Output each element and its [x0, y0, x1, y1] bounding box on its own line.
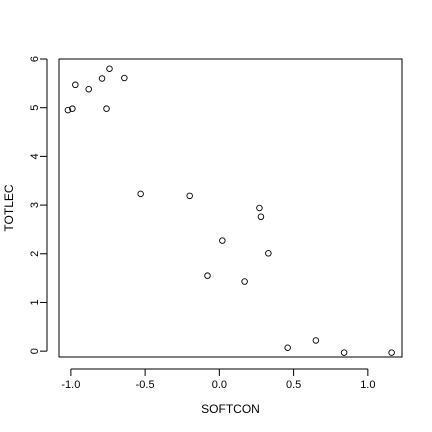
data-point: [137, 190, 144, 198]
plot-frame: [58, 58, 403, 358]
data-point: [388, 349, 395, 356]
y-tick-label: 4: [29, 153, 41, 159]
data-point: [265, 250, 272, 257]
data-point: [257, 213, 265, 221]
data-point: [219, 237, 226, 244]
data-point: [186, 192, 193, 200]
y-tick-label: 3: [29, 202, 41, 208]
data-point: [85, 85, 92, 93]
x-tick-label: 0.0: [212, 379, 227, 391]
data-point: [69, 105, 76, 112]
data-points: [64, 65, 395, 356]
x-tick-label: 0.5: [286, 379, 301, 391]
data-point: [284, 344, 291, 351]
data-point: [72, 81, 79, 89]
x-axis: -1.0 -0.5 0.0 0.5 1.0: [61, 368, 375, 391]
x-tick-label: -0.5: [136, 379, 155, 391]
data-point: [241, 278, 248, 285]
data-point: [121, 74, 128, 82]
x-axis-label: SOFTCON: [201, 402, 260, 416]
data-point: [204, 272, 211, 279]
x-tick-label: -1.0: [61, 379, 80, 391]
y-tick-label: 5: [29, 105, 41, 111]
data-point: [106, 65, 113, 72]
data-point: [98, 75, 106, 82]
y-tick-label: 6: [29, 56, 41, 62]
data-point: [312, 337, 320, 344]
data-point: [64, 106, 72, 114]
y-tick-label: 0: [29, 348, 41, 354]
y-tick-label: 1: [29, 299, 41, 305]
y-axis-label: TOTLEC: [2, 184, 16, 231]
y-axis: 0 1 2 3 4 5 6: [29, 56, 48, 354]
y-tick-label: 2: [29, 251, 41, 257]
data-point: [340, 349, 348, 356]
data-point: [103, 105, 110, 112]
x-tick-label: 1.0: [360, 379, 375, 391]
data-point: [256, 204, 263, 212]
